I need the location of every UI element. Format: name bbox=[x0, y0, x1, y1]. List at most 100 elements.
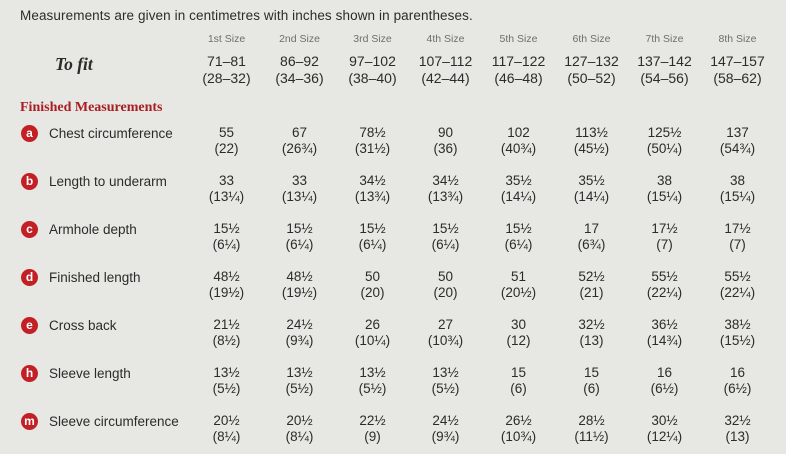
size-header-6: 6th Size bbox=[572, 33, 611, 45]
inch-value: (15½) bbox=[719, 333, 756, 348]
cm-value: 51 bbox=[510, 269, 527, 284]
measurement-value-cell: 36½ (14¾) bbox=[628, 310, 701, 358]
inch-value: (22¼) bbox=[646, 285, 683, 300]
measurement-row-h: h Sleeve length 13½ (5½) 13½ (5½) 13½ (5½) 13½ (5… bbox=[18, 358, 774, 406]
measurement-value-cell: 16 (6½) bbox=[701, 358, 774, 406]
to-fit-value-cell: 97–102 (38–40) bbox=[336, 49, 409, 88]
measurement-value-cell: 33 (13¼) bbox=[190, 166, 263, 214]
cm-value: 34½ bbox=[432, 173, 459, 188]
cm-value: 24½ bbox=[432, 413, 459, 428]
cm-value: 13½ bbox=[213, 365, 240, 380]
inch-value: (6¼) bbox=[212, 237, 241, 252]
to-fit-inch-value: (54–56) bbox=[640, 70, 689, 86]
measurement-value-cell: 24½ (9¾) bbox=[263, 310, 336, 358]
measurement-value-cell: 17½ (7) bbox=[701, 214, 774, 262]
inch-value: (45½) bbox=[573, 141, 610, 156]
measurement-row-m: m Sleeve circumference 20½ (8¼) 20½ (8¼) 22½ (9… bbox=[18, 406, 774, 454]
inch-value: (13¾) bbox=[354, 189, 391, 204]
size-table-body: 1st Size 2nd Size 3rd Size 4th Size 5th Size… bbox=[18, 27, 774, 454]
measurement-value-cell: 15½ (6¼) bbox=[409, 214, 482, 262]
to-fit-cm-value: 107–112 bbox=[418, 53, 473, 69]
measurement-value-cell: 26 (10¼) bbox=[336, 310, 409, 358]
measurement-value-cell: 113½ (45½) bbox=[555, 118, 628, 166]
cm-value: 15½ bbox=[359, 221, 386, 236]
measurement-value-cell: 32½ (13) bbox=[555, 310, 628, 358]
inch-value: (14¾) bbox=[646, 333, 683, 348]
to-fit-value-cell: 137–142 (54–56) bbox=[628, 49, 701, 88]
measurement-value-cell: 102 (40¾) bbox=[482, 118, 555, 166]
cm-value: 20½ bbox=[286, 413, 313, 428]
measurement-value-cell: 20½ (8¼) bbox=[263, 406, 336, 454]
inch-value: (10¾) bbox=[500, 429, 537, 444]
inch-value: (14¼) bbox=[573, 189, 610, 204]
to-fit-inch-value: (42–44) bbox=[421, 70, 470, 86]
inch-value: (6½) bbox=[650, 381, 679, 396]
to-fit-label: To fit bbox=[55, 54, 93, 74]
measurement-value-cell: 34½ (13¾) bbox=[336, 166, 409, 214]
inch-value: (13¼) bbox=[208, 189, 245, 204]
size-header-row: 1st Size 2nd Size 3rd Size 4th Size 5th Size… bbox=[18, 27, 774, 49]
measurement-label: Length to underarm bbox=[49, 174, 167, 189]
measurement-value-cell: 15 (6) bbox=[482, 358, 555, 406]
inch-value: (6¼) bbox=[431, 237, 460, 252]
measurement-value-cell: 26½ (10¾) bbox=[482, 406, 555, 454]
to-fit-value-cell: 117–122 (46–48) bbox=[482, 49, 555, 88]
measurement-value-cell: 55 (22) bbox=[190, 118, 263, 166]
inch-value: (9) bbox=[364, 429, 381, 444]
inch-value: (10¾) bbox=[427, 333, 464, 348]
inch-value: (5½) bbox=[285, 381, 314, 396]
inch-value: (13) bbox=[579, 333, 604, 348]
letter-badge-b: b bbox=[21, 173, 38, 190]
measurement-value-cell: 13½ (5½) bbox=[190, 358, 263, 406]
measurement-value-cell: 13½ (5½) bbox=[336, 358, 409, 406]
size-header-2: 2nd Size bbox=[279, 33, 320, 45]
measurement-value-cell: 17 (6¾) bbox=[555, 214, 628, 262]
letter-badge-c: c bbox=[21, 221, 38, 238]
measurement-value-cell: 35½ (14¼) bbox=[482, 166, 555, 214]
cm-value: 17½ bbox=[724, 221, 751, 236]
inch-value: (5½) bbox=[431, 381, 460, 396]
cm-value: 36½ bbox=[651, 317, 678, 332]
measurement-label-cell: m Sleeve circumference bbox=[18, 406, 190, 454]
measurement-value-cell: 30 (12) bbox=[482, 310, 555, 358]
inch-value: (10¼) bbox=[354, 333, 391, 348]
measurement-label: Sleeve length bbox=[49, 366, 131, 381]
cm-value: 90 bbox=[437, 125, 454, 140]
cm-value: 13½ bbox=[286, 365, 313, 380]
measurement-value-cell: 50 (20) bbox=[409, 262, 482, 310]
measurement-value-cell: 30½ (12¼) bbox=[628, 406, 701, 454]
inch-value: (26¾) bbox=[281, 141, 318, 156]
measurement-row-a: a Chest circumference 55 (22) 67 (26¾) 78½ (31½… bbox=[18, 118, 774, 166]
cm-value: 20½ bbox=[213, 413, 240, 428]
inch-value: (12¼) bbox=[646, 429, 683, 444]
cm-value: 38½ bbox=[724, 317, 751, 332]
cm-value: 48½ bbox=[213, 269, 240, 284]
cm-value: 13½ bbox=[359, 365, 386, 380]
cm-value: 26 bbox=[364, 317, 381, 332]
inch-value: (6¼) bbox=[504, 237, 533, 252]
cm-value: 102 bbox=[507, 125, 530, 140]
to-fit-cm-value: 97–102 bbox=[349, 53, 396, 69]
cm-value: 15 bbox=[583, 365, 600, 380]
inch-value: (8½) bbox=[212, 333, 241, 348]
to-fit-label-cell: To fit bbox=[18, 49, 190, 88]
measurement-label: Chest circumference bbox=[49, 126, 173, 141]
to-fit-row: To fit 71–81 (28–32) 86–92 (34–36) 97–102 (38–… bbox=[18, 49, 774, 88]
measurement-value-cell: 21½ (8½) bbox=[190, 310, 263, 358]
inch-value: (6¼) bbox=[285, 237, 314, 252]
inch-value: (19½) bbox=[281, 285, 318, 300]
measurement-label-wrap: b Length to underarm bbox=[19, 167, 189, 191]
measurement-label-cell: h Sleeve length bbox=[18, 358, 190, 406]
to-fit-cm-value: 71–81 bbox=[207, 53, 246, 69]
cm-value: 33 bbox=[218, 173, 235, 188]
measurement-value-cell: 48½ (19½) bbox=[263, 262, 336, 310]
inch-value: (40¾) bbox=[500, 141, 537, 156]
measurement-value-cell: 34½ (13¾) bbox=[409, 166, 482, 214]
cm-value: 67 bbox=[291, 125, 308, 140]
measurement-value-cell: 15 (6) bbox=[555, 358, 628, 406]
inch-value: (5½) bbox=[212, 381, 241, 396]
measurement-value-cell: 51 (20½) bbox=[482, 262, 555, 310]
measurement-value-cell: 55½ (22¼) bbox=[701, 262, 774, 310]
section-heading: Finished Measurements bbox=[20, 100, 163, 115]
size-header-8: 8th Size bbox=[718, 33, 757, 45]
